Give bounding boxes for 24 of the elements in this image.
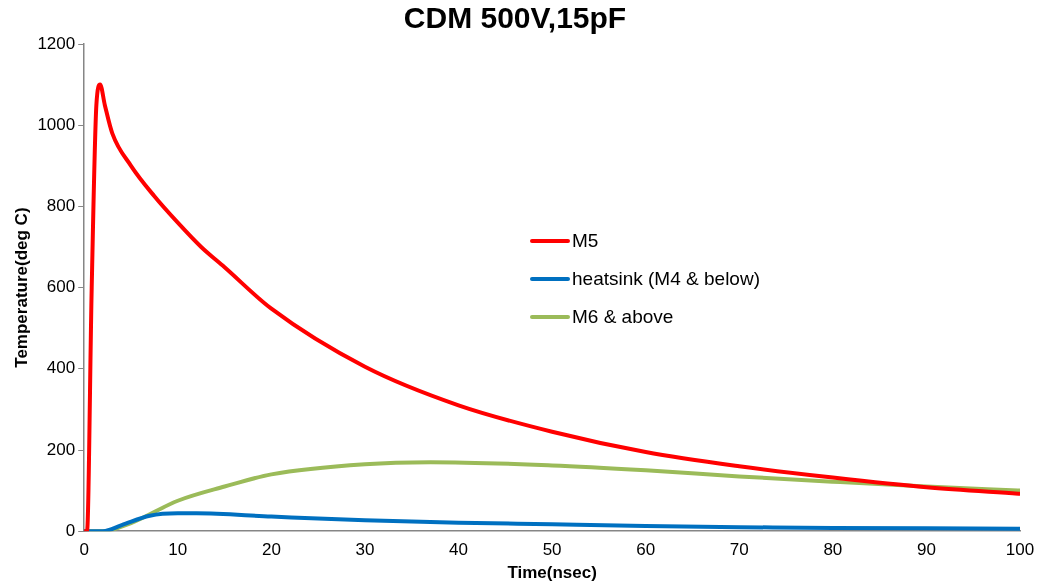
legend-label: M5	[572, 230, 599, 252]
chart-title: CDM 500V,15pF	[403, 1, 627, 35]
y-tick-label: 600	[46, 277, 76, 297]
x-axis-title: Time(nsec)	[507, 563, 597, 583]
y-tick-label: 1000	[37, 114, 76, 134]
x-tick-label: 40	[449, 540, 468, 560]
y-tick-label: 400	[46, 358, 76, 378]
x-tick-label: 50	[542, 540, 562, 560]
x-tick-label: 10	[168, 540, 188, 560]
y-axis-title: Temperature(deg C)	[11, 207, 31, 368]
x-tick-label: 80	[823, 540, 843, 560]
x-tick-label: 100	[1005, 540, 1035, 560]
y-tick-label: 200	[46, 439, 76, 459]
y-tick-label: 800	[46, 196, 76, 216]
x-tick-label: 90	[916, 540, 936, 560]
x-tick-label: 20	[261, 540, 281, 560]
y-tick-label: 0	[65, 520, 76, 540]
legend-label: heatsink (M4 & below)	[572, 268, 760, 290]
y-tick-label: 1200	[37, 33, 76, 53]
x-tick-label: 30	[355, 540, 375, 560]
legend-label: M6 & above	[572, 306, 674, 328]
x-tick-label: 0	[79, 540, 89, 560]
x-tick-label: 70	[729, 540, 749, 560]
x-tick-label: 60	[636, 540, 656, 560]
